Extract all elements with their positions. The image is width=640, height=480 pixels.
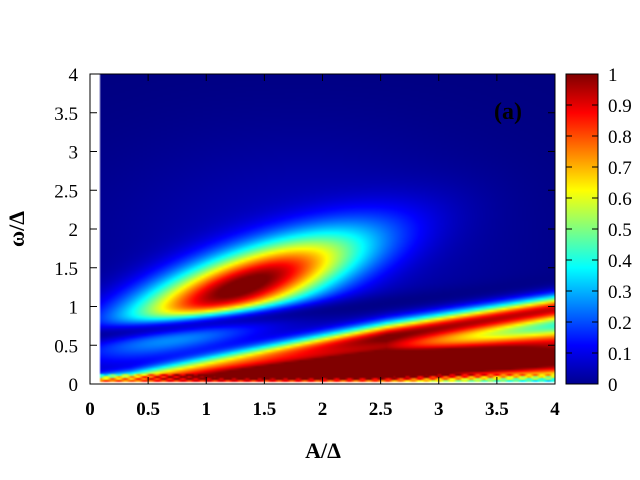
y-tick-label: 1.5: [54, 259, 78, 280]
x-tick-label: 1: [202, 399, 212, 420]
y-tick-label: 4: [69, 65, 79, 86]
y-tick-label: 0.5: [54, 336, 78, 357]
colorbar-tick-label: 0.3: [608, 282, 632, 303]
y-tick-label: 2: [69, 220, 79, 241]
heatmap-area: [90, 74, 555, 384]
x-axis-label: A/Δ: [305, 438, 341, 463]
colorbar-tick-label: 0: [608, 375, 618, 396]
x-tick-label: 2: [318, 399, 328, 420]
colorbar-tick-label: 1: [608, 65, 618, 86]
x-tick-label: 2.5: [369, 399, 393, 420]
panel-label: (a): [494, 99, 522, 125]
x-tick-label: 0.5: [136, 399, 160, 420]
x-axis: 0 0.5 1 1.5 2 2.5 3 3.5 4: [85, 74, 560, 420]
heatmap-image: [90, 74, 555, 384]
colorbar-axis: 0 0.1 0.2 0.3 0.4 0.5 0.6 0.7 0.8 0.9 1: [566, 65, 632, 396]
colorbar-tick-label: 0.5: [608, 220, 632, 241]
y-axis: 0 0.5 1 1.5 2 2.5 3 3.5 4: [54, 65, 555, 396]
colorbar-tick-label: 0.8: [608, 127, 632, 148]
colorbar-tick-label: 0.9: [608, 96, 632, 117]
colorbar-tick-label: 0.2: [608, 313, 632, 334]
y-tick-label: 2.5: [54, 181, 78, 202]
y-tick-label: 0: [69, 375, 79, 396]
colorbar-tick-label: 0.6: [608, 189, 632, 210]
x-tick-label: 3.5: [485, 399, 509, 420]
y-axis-label: ω/Δ: [4, 211, 29, 247]
y-tick-label: 3.5: [54, 104, 78, 125]
x-tick-label: 3: [434, 399, 444, 420]
x-tick-label: 4: [550, 399, 560, 420]
x-tick-label: 1.5: [253, 399, 277, 420]
y-tick-label: 3: [69, 143, 79, 164]
colorbar-tick-label: 0.1: [608, 344, 632, 365]
colorbar-tick-label: 0.4: [608, 251, 632, 272]
y-tick-label: 1: [69, 298, 79, 319]
x-tick-label: 0: [85, 399, 95, 420]
colorbar-tick-label: 0.7: [608, 158, 632, 179]
